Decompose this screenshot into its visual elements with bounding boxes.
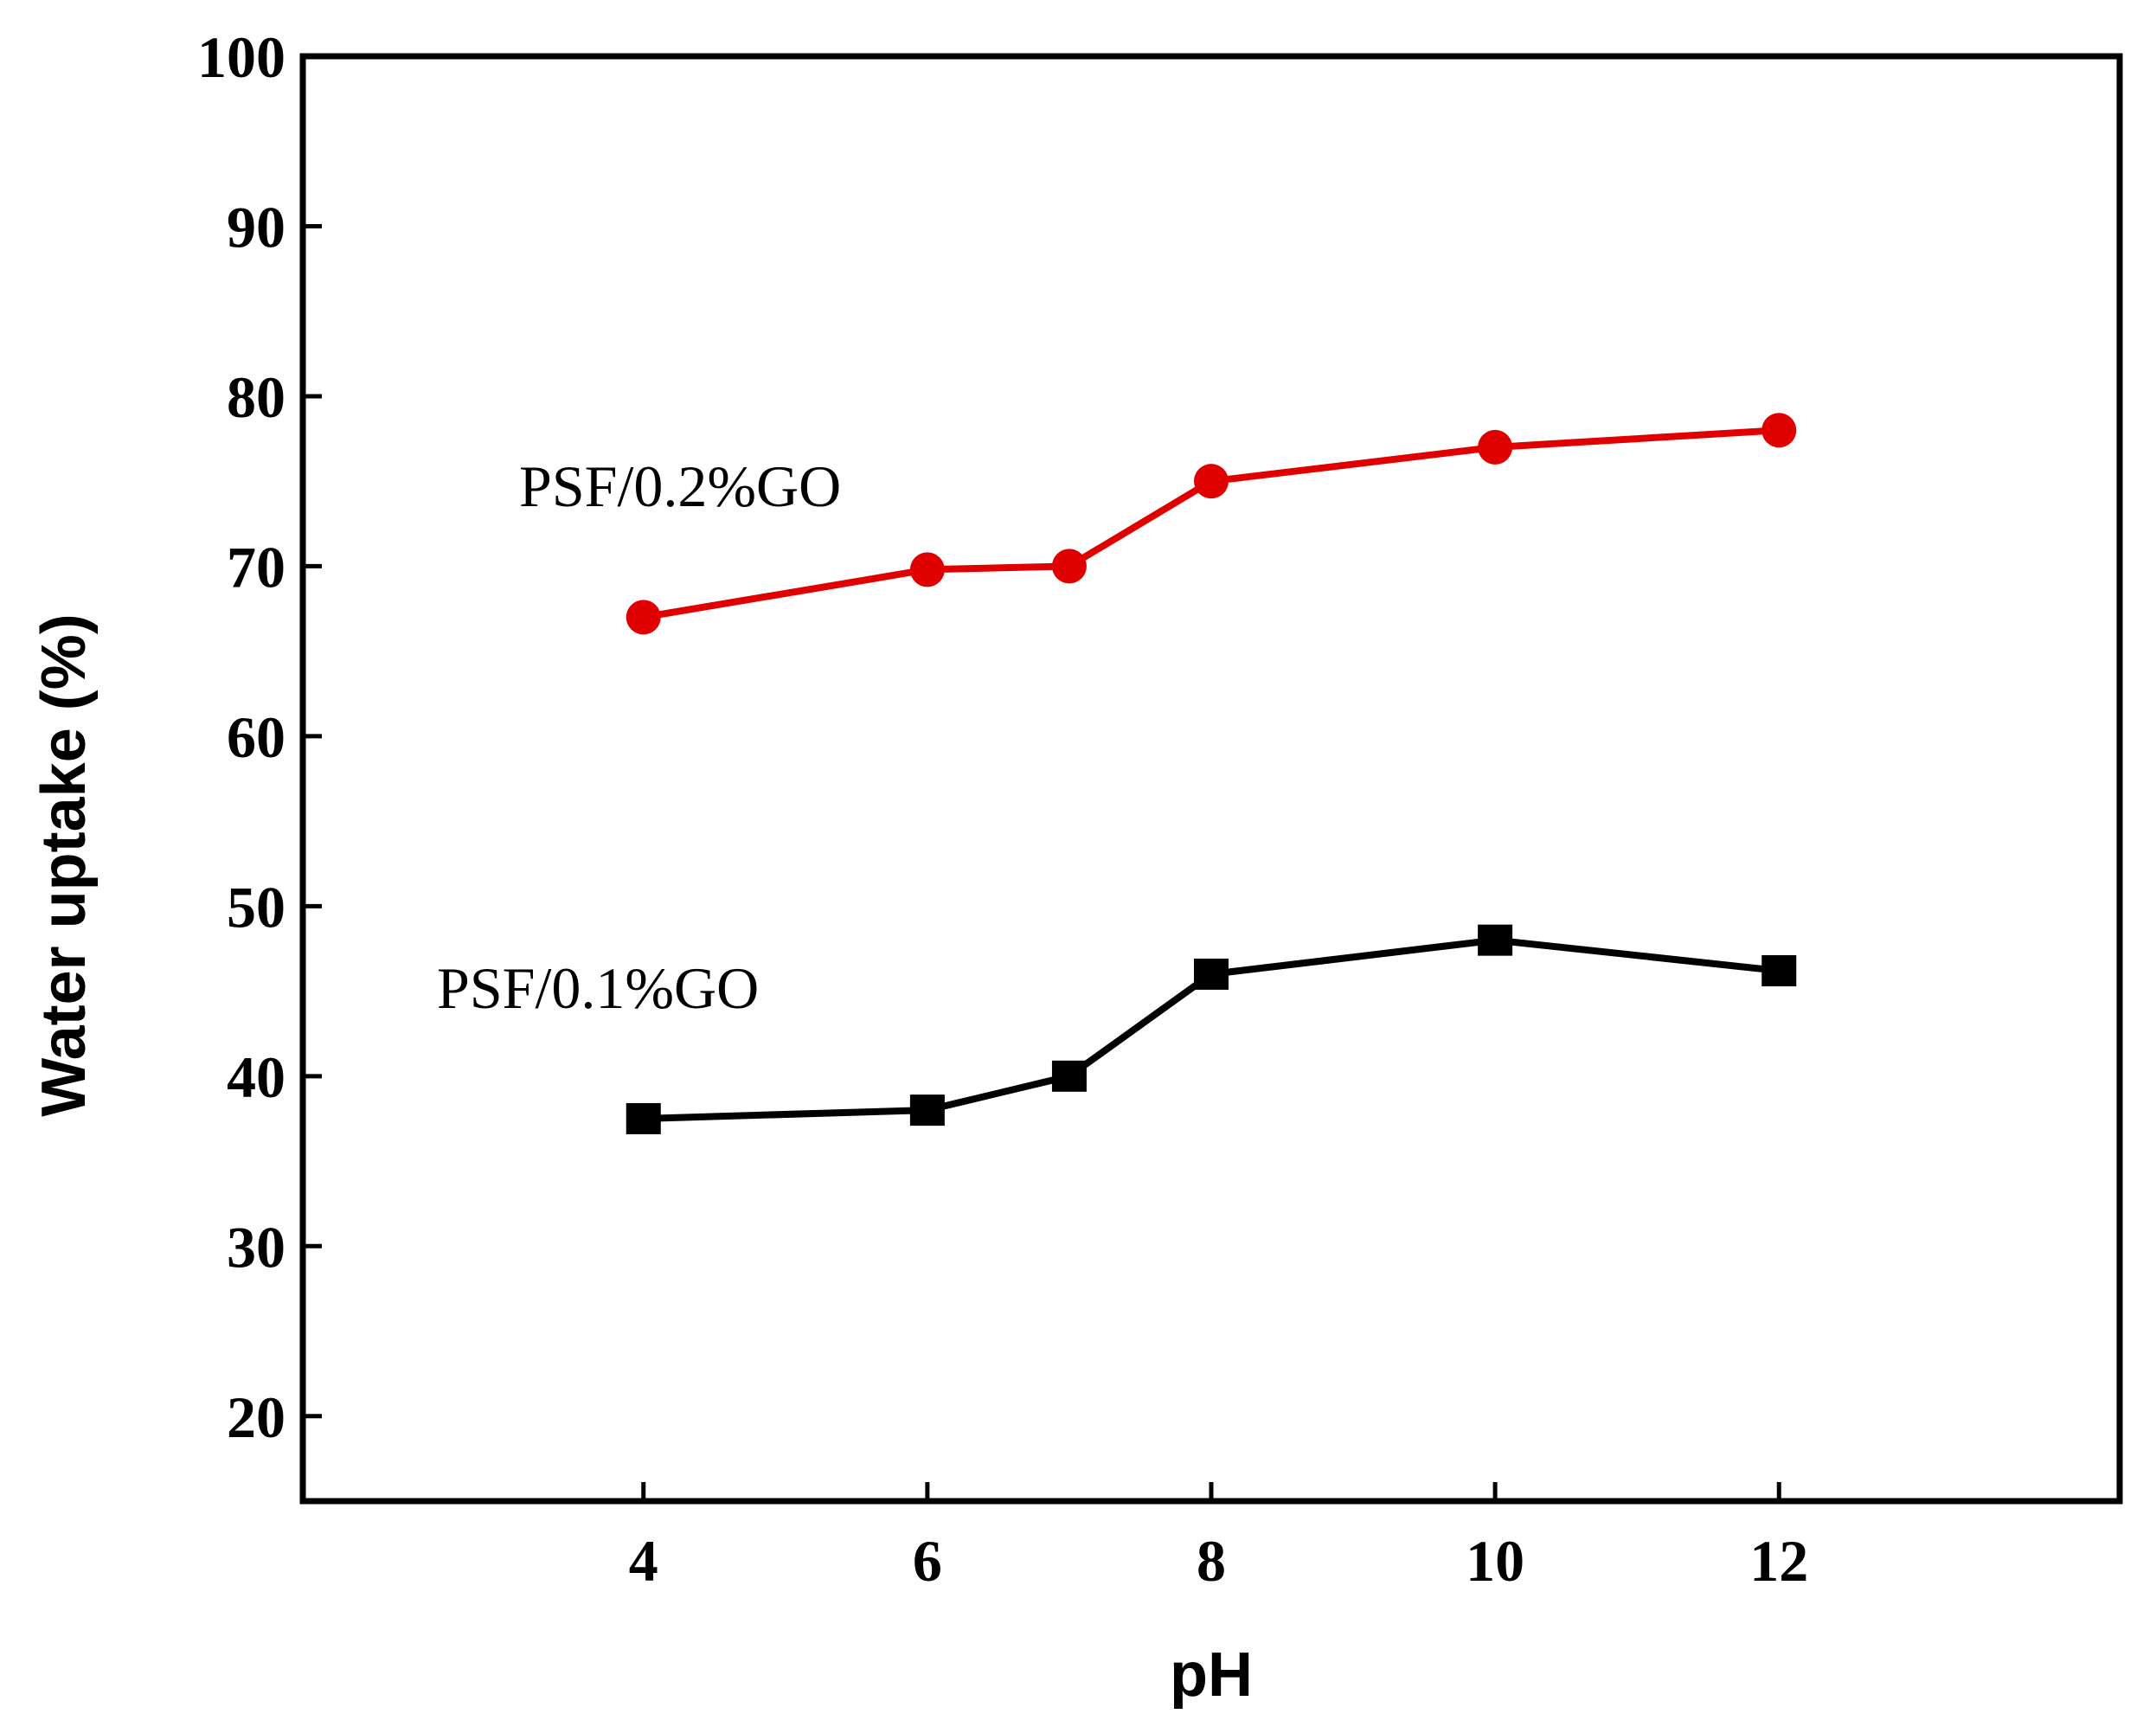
y-axis: 20 30 40 50 60 70 80 90 100 [197,24,322,1450]
x-tick-label: 12 [1749,1528,1808,1594]
y-tick-label: 60 [227,704,286,770]
data-point-psf-0-1-go [626,1102,661,1134]
y-tick-label: 100 [197,24,286,90]
data-point-psf-0-2-go [626,600,661,635]
data-point-psf-0-1-go [1051,1060,1087,1092]
y-tick-label: 20 [227,1384,286,1450]
data-point-psf-0-1-go [1478,924,1513,956]
y-tick-label: 50 [227,874,286,940]
x-axis-title: pH [1170,1640,1253,1710]
x-tick-label: 4 [629,1528,658,1594]
x-tick-label: 6 [913,1528,942,1594]
data-point-psf-0-1-go [1761,955,1797,987]
y-tick-label: 30 [227,1214,286,1280]
data-point-psf-0-1-go [1194,958,1229,990]
series-label-psf-0-1-go: PSF/0.1%GO [437,955,759,1021]
series-layer [626,413,1797,1134]
data-point-psf-0-1-go [909,1094,945,1126]
data-point-psf-0-2-go [909,552,945,587]
y-tick-label: 90 [227,194,286,260]
y-tick-label: 80 [227,364,286,430]
series-line-psf-0-1-go [643,936,1780,1122]
x-tick-label: 10 [1466,1528,1524,1594]
series-label-psf-0-2-go: PSF/0.2%GO [519,453,841,519]
y-tick-label: 40 [227,1044,286,1110]
plot-frame [299,53,2123,1505]
data-point-psf-0-2-go [1051,549,1087,584]
x-tick-label: 8 [1197,1528,1226,1594]
y-axis-title: Water uptake (%) [29,613,99,1116]
y-tick-label: 70 [227,534,286,600]
data-point-psf-0-2-go [1761,413,1797,448]
x-axis: 4 6 8 10 12 [629,1482,1808,1594]
data-point-psf-0-2-go [1478,429,1513,465]
data-point-psf-0-2-go [1194,464,1229,499]
series-line-psf-0-2-go [643,427,1780,621]
